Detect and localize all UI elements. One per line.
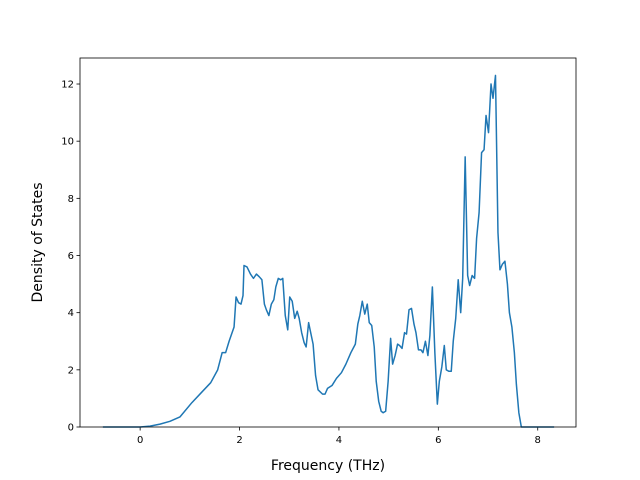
y-tick-label: 12 (61, 80, 74, 91)
x-tick-label: 0 (137, 435, 143, 446)
y-tick-label: 0 (68, 423, 74, 434)
x-tick-label: 8 (535, 435, 541, 446)
x-tick-label: 6 (435, 435, 441, 446)
x-tick-label: 4 (336, 435, 342, 446)
y-tick-label: 4 (68, 308, 74, 319)
y-tick-label: 10 (61, 137, 74, 148)
data-line (102, 74, 555, 428)
plot-frame (79, 57, 577, 428)
y-tick-label: 2 (68, 365, 74, 376)
x-tick-label: 2 (236, 435, 242, 446)
y-tick-label: 6 (68, 251, 74, 262)
y-axis-label: Density of States (30, 183, 46, 303)
y-tick-label: 8 (68, 194, 74, 205)
x-axis-label: Frequency (THz) (271, 458, 385, 474)
